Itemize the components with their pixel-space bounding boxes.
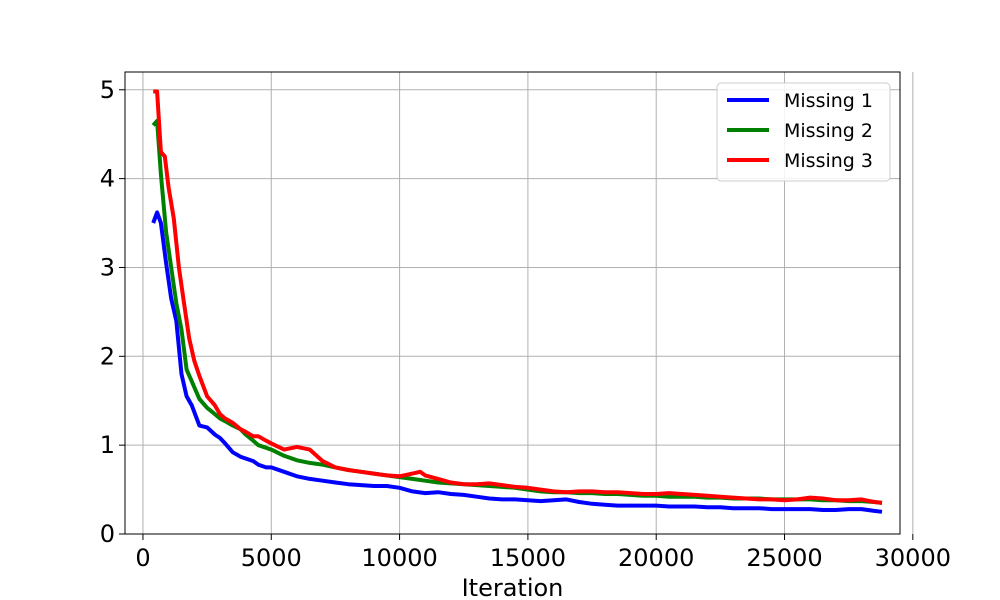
x-tick-label: 20000 xyxy=(618,544,694,572)
y-axis: 0 1 2 3 4 5 xyxy=(100,76,125,548)
x-tick-label: 15000 xyxy=(490,544,566,572)
y-tick-label: 3 xyxy=(100,253,115,281)
legend-label: Missing 2 xyxy=(784,120,873,142)
series-line-missing-3 xyxy=(153,89,883,505)
legend-label: Missing 1 xyxy=(784,90,873,112)
y-tick-label: 4 xyxy=(100,165,115,193)
legend-box xyxy=(716,82,891,182)
legend: Missing 1 Missing 2 Missing 3 xyxy=(716,82,891,182)
y-tick-label: 0 xyxy=(100,520,115,548)
x-tick-label: 10000 xyxy=(361,544,437,572)
y-tick-label: 5 xyxy=(100,76,115,104)
x-axis-label: Iteration xyxy=(462,574,564,600)
y-tick-label: 1 xyxy=(100,431,115,459)
x-axis: 0 5000 10000 15000 20000 25000 30000 xyxy=(135,534,951,572)
x-tick-label: 25000 xyxy=(746,544,822,572)
legend-label: Missing 3 xyxy=(784,150,873,172)
y-tick-label: 2 xyxy=(100,342,115,370)
plot-frame xyxy=(124,71,901,535)
x-tick-label: 30000 xyxy=(875,544,951,572)
series-line-missing-1 xyxy=(151,210,883,514)
x-tick-label: 5000 xyxy=(241,544,302,572)
series-layer xyxy=(151,89,883,514)
x-tick-label: 0 xyxy=(135,544,150,572)
